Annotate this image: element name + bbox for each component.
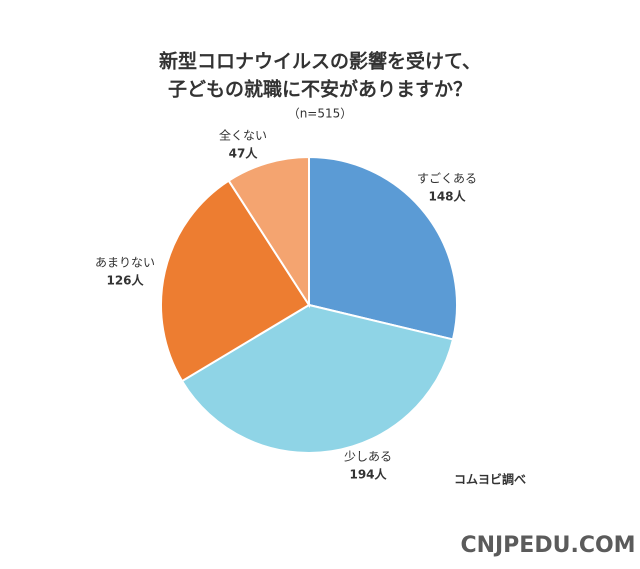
watermark: CNJPEDU.COM xyxy=(460,533,635,558)
slice-label: 少しある xyxy=(344,450,392,464)
pie-slice xyxy=(227,155,310,309)
chart-title: 新型コロナウイルスの影響を受けて、 xyxy=(159,50,481,73)
value-label: 194人 xyxy=(349,467,387,482)
chart-subtitle: （n=515） xyxy=(288,107,353,121)
pie-slice xyxy=(308,155,458,341)
slice-label: 全くない xyxy=(219,128,267,143)
slice-label: あまりない xyxy=(95,256,155,270)
value-label: 148人 xyxy=(428,189,466,204)
pie-slice xyxy=(160,179,311,383)
note: コムヨビ調べ xyxy=(454,472,526,487)
value-label: 47人 xyxy=(229,146,259,161)
chart-title: 子どもの就職に不安がありますか？ xyxy=(168,78,472,101)
pie-slice xyxy=(180,303,455,454)
value-label: 126人 xyxy=(106,273,144,288)
slice-label: すごくある xyxy=(417,171,477,186)
